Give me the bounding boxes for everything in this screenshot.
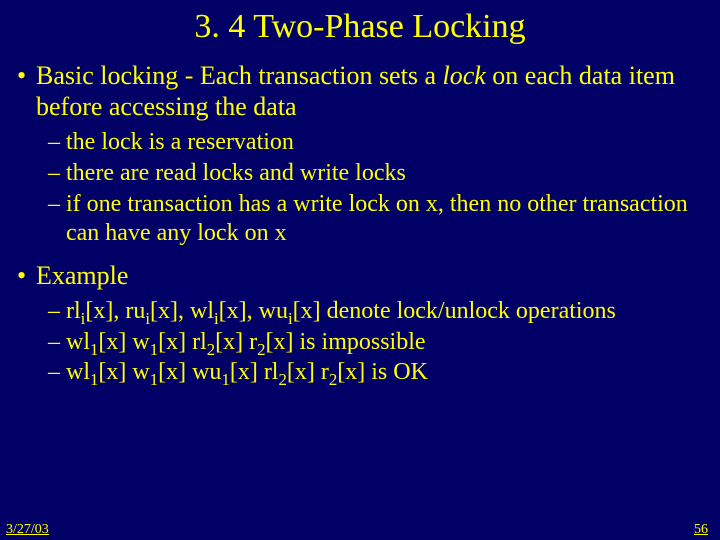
text: ru [125,298,145,324]
text: wl [66,329,90,355]
text: wl [190,298,214,324]
text: [x] [215,329,243,355]
text: r [249,329,257,355]
dash-icon: – [48,159,66,188]
subscript: 2 [257,339,265,358]
text: [x] [98,329,126,355]
text: [x] [337,359,365,385]
bullet-dot-icon: • [17,60,36,91]
text: rl [66,298,81,324]
text: w [132,359,149,385]
text: rl [264,359,279,385]
text: [x] [266,329,294,355]
sub-bullet-reservation: –the lock is a reservation [14,128,700,157]
text: [x] [150,298,178,324]
text: wu [192,359,221,385]
text: [x] [158,359,186,385]
dash-icon: – [48,297,66,326]
sub-bullet-ex2: –wl1[x] w1[x] rl2[x] r2[x] is impossible [14,328,700,357]
dash-icon: – [48,328,66,357]
sub-bullet-ex1: –rli[x], rui[x], wli[x], wui[x] denote l… [14,297,700,326]
subscript: 1 [150,339,158,358]
text: rl [192,329,207,355]
text: Basic locking - Each transaction sets a [36,61,442,90]
footer-page-number: 56 [694,522,708,538]
text: is OK [365,359,428,385]
bullet-dot-icon: • [17,260,36,291]
slide-body: •Basic locking - Each transaction sets a… [0,60,720,387]
footer-date: 3/27/03 [6,522,49,538]
sub-bullet-ex3: –wl1[x] w1[x] wu1[x] rl2[x] r2[x] is OK [14,358,700,387]
text: is impossible [294,329,426,355]
text: denote lock/unlock operations [321,298,616,324]
text: [x] [219,298,247,324]
text: wl [66,359,90,385]
text: [x] [158,329,186,355]
bullet-example: •Example [14,260,700,291]
bullet-basic-locking: •Basic locking - Each transaction sets a… [14,60,700,122]
subscript: 1 [221,370,229,389]
sub-bullet-write-lock: –if one transaction has a write lock on … [14,190,700,248]
text: [x] [85,298,113,324]
text: [x] [98,359,126,385]
text: if one transaction has a write lock on x… [66,191,688,246]
text: , [113,298,125,324]
text: [x] [293,298,321,324]
text: , [178,298,190,324]
sub-bullet-read-write: –there are read locks and write locks [14,159,700,188]
text: Example [36,261,128,290]
subscript: 2 [329,370,337,389]
text: [x] [230,359,258,385]
subscript: 2 [207,339,215,358]
italic-text: lock [442,61,485,90]
text: , [247,298,259,324]
dash-icon: – [48,358,66,387]
subscript: 1 [150,370,158,389]
dash-icon: – [48,190,66,219]
dash-icon: – [48,128,66,157]
text: r [321,359,329,385]
text: [x] [287,359,315,385]
slide-title: 3. 4 Two-Phase Locking [0,0,720,60]
text: w [132,329,149,355]
text: the lock is a reservation [66,129,294,155]
text: wu [259,298,288,324]
subscript: 2 [278,370,286,389]
text: there are read locks and write locks [66,160,406,186]
